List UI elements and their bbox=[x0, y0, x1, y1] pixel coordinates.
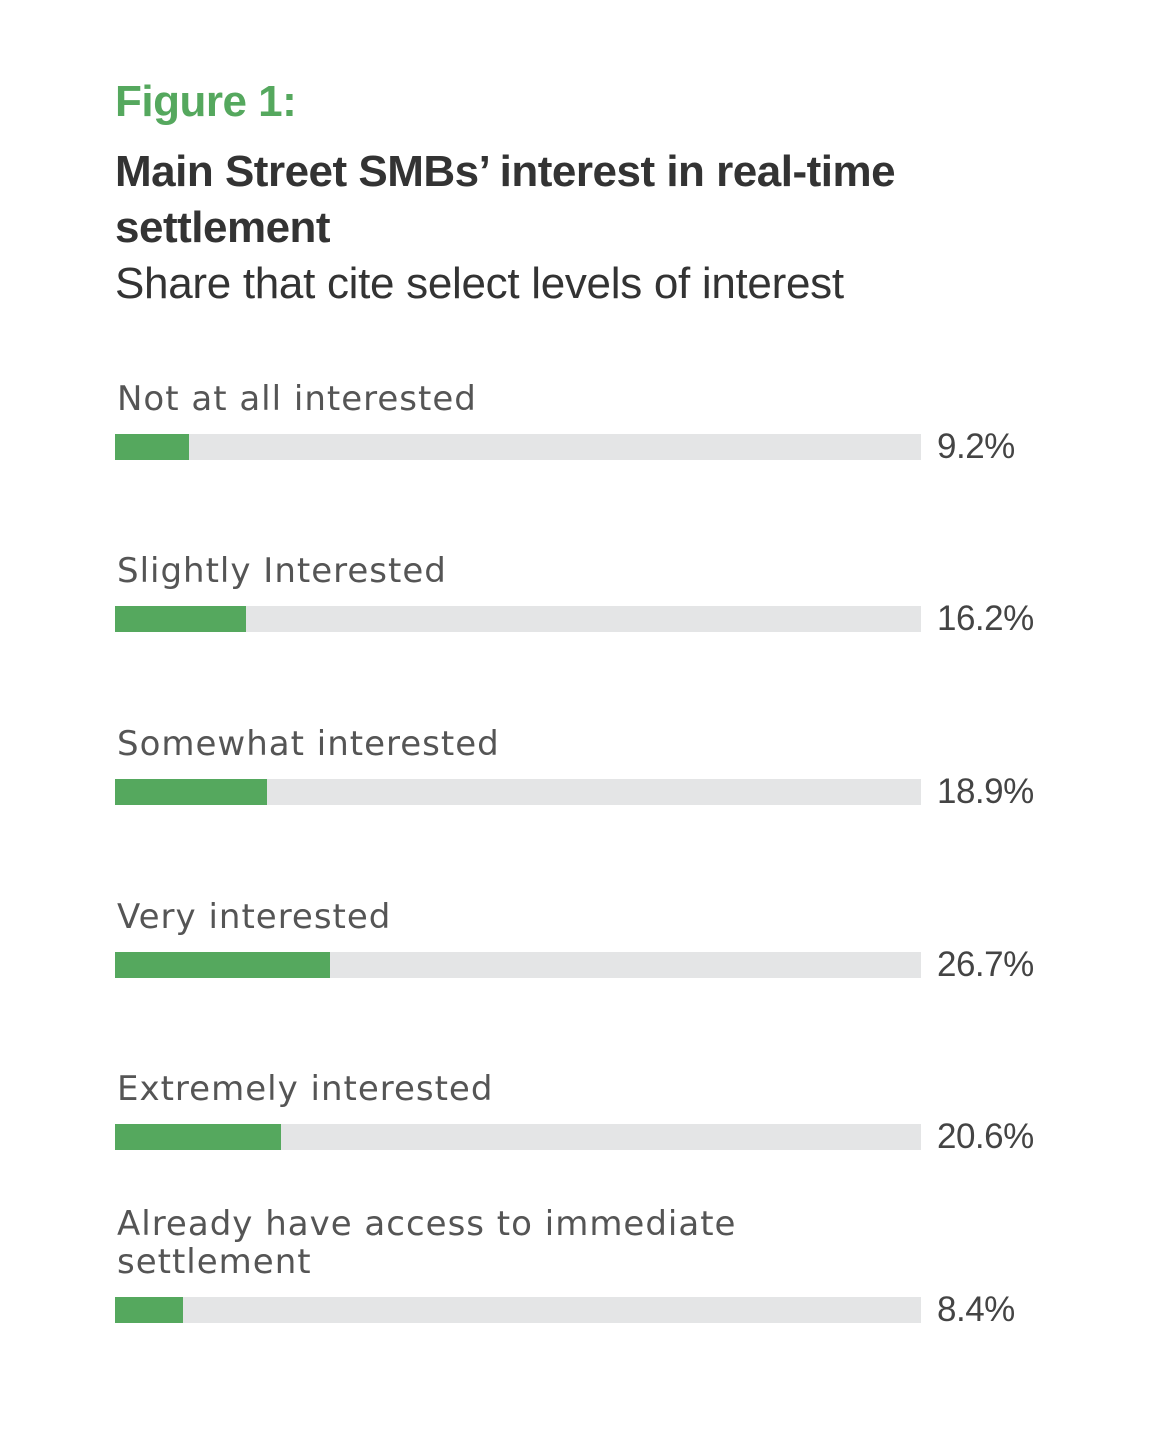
category-label: Somewhat interested bbox=[117, 724, 500, 764]
bar-track bbox=[115, 434, 921, 460]
bar bbox=[115, 779, 268, 805]
category-label: Very interested bbox=[117, 897, 392, 937]
bar bbox=[115, 952, 331, 978]
bar bbox=[115, 1297, 183, 1323]
category-label: Slightly Interested bbox=[117, 551, 447, 591]
bar-track bbox=[115, 1297, 921, 1323]
value-label: 9.2% bbox=[937, 427, 1015, 466]
bar bbox=[115, 1124, 282, 1150]
value-label: 20.6% bbox=[937, 1117, 1034, 1156]
category-label: Already have access to immediate settlem… bbox=[117, 1204, 737, 1282]
value-label: 26.7% bbox=[937, 945, 1034, 984]
category-label: Extremely interested bbox=[117, 1069, 494, 1109]
bar-track bbox=[115, 1124, 921, 1150]
bar-track bbox=[115, 606, 921, 632]
bar bbox=[115, 434, 190, 460]
value-label: 16.2% bbox=[937, 599, 1034, 638]
value-label: 8.4% bbox=[937, 1290, 1015, 1329]
chart-title: Main Street SMBs’ interest in real-time … bbox=[115, 147, 896, 252]
figure-label: Figure 1: bbox=[115, 77, 297, 126]
bar-track bbox=[115, 779, 921, 805]
bar bbox=[115, 606, 246, 632]
bar-track bbox=[115, 952, 921, 978]
chart-subtitle: Share that cite select levels of interes… bbox=[115, 259, 844, 308]
value-label: 18.9% bbox=[937, 772, 1034, 811]
category-label: Not at all interested bbox=[117, 379, 477, 419]
